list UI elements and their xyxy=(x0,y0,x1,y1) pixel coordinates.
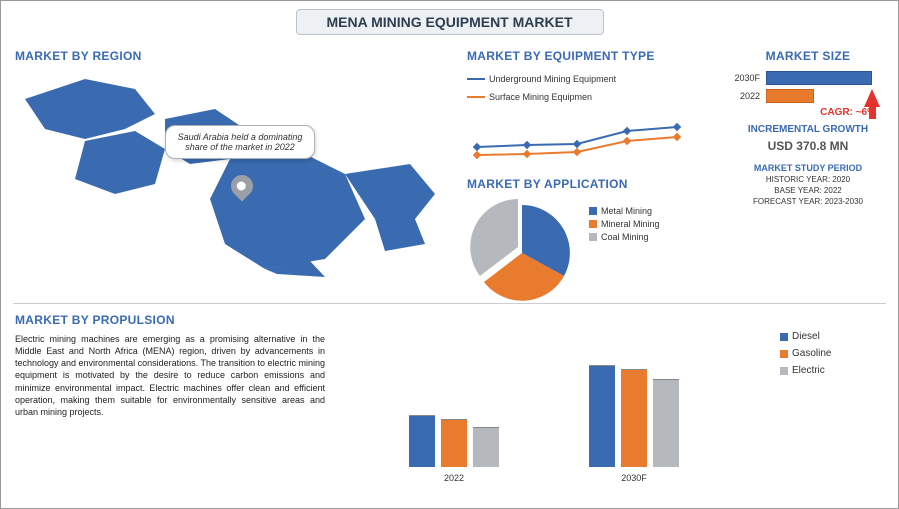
label-electric: Electric xyxy=(792,365,825,376)
application-title: MARKET BY APPLICATION xyxy=(467,177,719,191)
legend-swatch-underground xyxy=(467,78,485,80)
legend-surface: Surface Mining Equipmen xyxy=(467,92,592,102)
swatch-gasoline xyxy=(780,350,788,358)
application-legend: Metal Mining Mineral Mining Coal Mining xyxy=(589,195,660,305)
mena-map: Saudi Arabia held a dominating share of … xyxy=(15,69,445,279)
label-coal: Coal Mining xyxy=(601,232,649,242)
equipment-type-legend: Underground Mining Equipment Surface Min… xyxy=(467,67,719,103)
incremental-growth-value: USD 370.8 MN xyxy=(730,139,886,153)
swatch-mineral xyxy=(589,220,597,228)
label-mineral: Mineral Mining xyxy=(601,219,660,229)
propulsion-section: MARKET BY PROPULSION Electric mining mac… xyxy=(15,313,884,483)
size-bar-2030: 2030F xyxy=(730,71,886,85)
infographic-frame: MENA MINING EQUIPMENT MARKET MARKET BY R… xyxy=(0,0,899,509)
size-bar-2022: 2022 xyxy=(730,89,886,103)
legend-label-underground: Underground Mining Equipment xyxy=(489,74,616,84)
study-forecast: FORECAST YEAR: 2023-2030 xyxy=(730,197,886,206)
legend-mineral: Mineral Mining xyxy=(589,219,660,229)
swatch-coal xyxy=(589,233,597,241)
mena-map-svg xyxy=(15,69,445,279)
propulsion-paragraph: Electric mining machines are emerging as… xyxy=(15,333,325,418)
legend-underground: Underground Mining Equipment xyxy=(467,74,616,84)
incremental-growth-label: INCREMENTAL GROWTH xyxy=(730,124,886,135)
equipment-type-section: MARKET BY EQUIPMENT TYPE Underground Min… xyxy=(467,49,719,178)
horizontal-divider xyxy=(13,303,886,304)
region-callout: Saudi Arabia held a dominating share of … xyxy=(165,125,315,159)
label-gasoline: Gasoline xyxy=(792,348,831,359)
bar-2022-diesel xyxy=(409,415,435,467)
equipment-type-title: MARKET BY EQUIPMENT TYPE xyxy=(467,49,719,63)
size-label-2030: 2030F xyxy=(730,73,760,83)
size-hbar-2030 xyxy=(766,71,872,85)
bars-2030 xyxy=(589,365,679,467)
study-base: BASE YEAR: 2022 xyxy=(730,186,886,195)
label-metal: Metal Mining xyxy=(601,206,652,216)
bar-2022-gasoline xyxy=(441,419,467,467)
region-section: MARKET BY REGION Saudi Arabia held a dom… xyxy=(15,49,455,279)
bar-2030-diesel xyxy=(589,365,615,467)
study-period-label: MARKET STUDY PERIOD xyxy=(730,163,886,173)
growth-arrow-icon xyxy=(864,89,880,119)
bar-2030-electric xyxy=(653,379,679,467)
bars-2022 xyxy=(409,415,499,467)
cagr-label: CAGR: ~6% xyxy=(730,107,886,118)
label-diesel: Diesel xyxy=(792,331,820,342)
legend-gasoline: Gasoline xyxy=(780,348,880,359)
swatch-metal xyxy=(589,207,597,215)
propulsion-title: MARKET BY PROPULSION xyxy=(15,313,325,327)
application-section: MARKET BY APPLICATION Metal Mining Miner… xyxy=(467,177,719,305)
size-hbar-2022 xyxy=(766,89,814,103)
propulsion-legend: Diesel Gasoline Electric xyxy=(780,325,880,382)
region-title: MARKET BY REGION xyxy=(15,49,455,63)
legend-swatch-surface xyxy=(467,96,485,98)
bar-2022-electric xyxy=(473,427,499,467)
swatch-electric xyxy=(780,367,788,375)
legend-coal: Coal Mining xyxy=(589,232,660,242)
size-title: MARKET SIZE xyxy=(730,49,886,63)
xlabel-2022: 2022 xyxy=(444,473,464,483)
propulsion-text-block: MARKET BY PROPULSION Electric mining mac… xyxy=(15,313,325,483)
main-title: MENA MINING EQUIPMENT MARKET xyxy=(295,9,603,35)
study-historic: HISTORIC YEAR: 2020 xyxy=(730,175,886,184)
market-size-section: MARKET SIZE 2030F 2022 CAGR: ~6% INCREME… xyxy=(730,49,886,206)
equipment-type-chart xyxy=(467,103,707,173)
size-label-2022: 2022 xyxy=(730,91,760,101)
legend-label-surface: Surface Mining Equipmen xyxy=(489,92,592,102)
legend-metal: Metal Mining xyxy=(589,206,660,216)
bar-2030-gasoline xyxy=(621,369,647,467)
legend-electric: Electric xyxy=(780,365,880,376)
application-pie-chart xyxy=(467,195,577,305)
swatch-diesel xyxy=(780,333,788,341)
legend-diesel: Diesel xyxy=(780,331,880,342)
xlabel-2030: 2030F xyxy=(621,473,647,483)
